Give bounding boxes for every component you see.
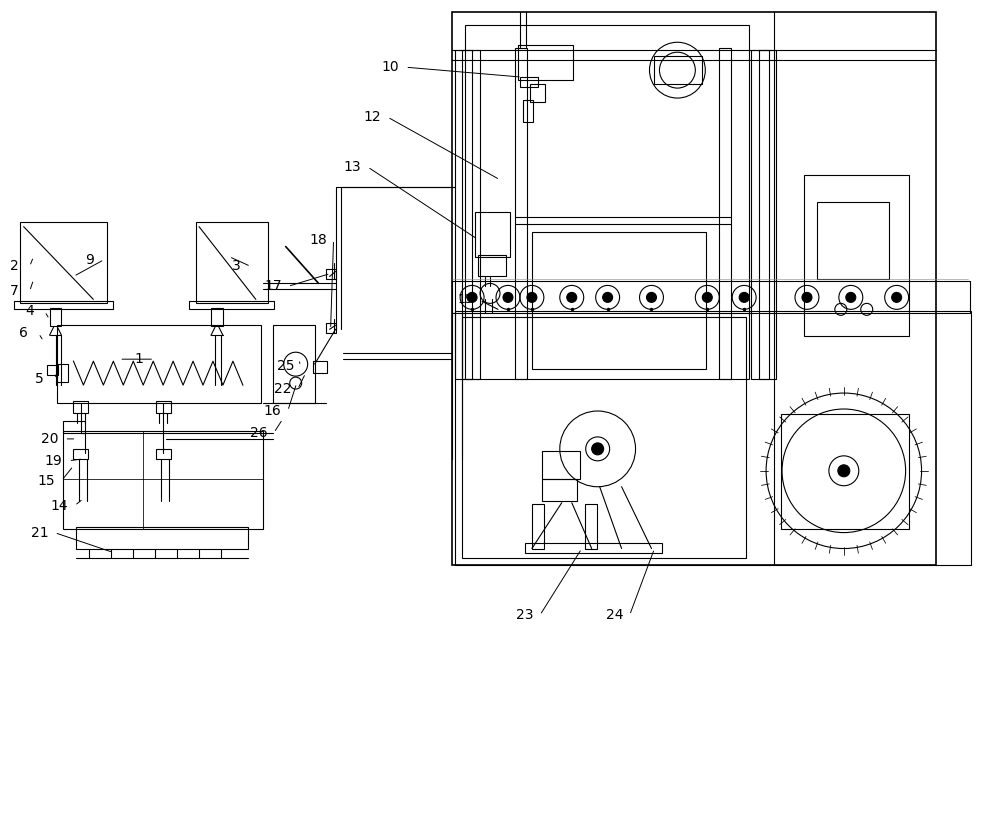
Bar xyxy=(57,365,68,382)
Bar xyxy=(455,311,971,566)
Bar xyxy=(156,449,171,459)
Circle shape xyxy=(892,292,902,302)
Text: 19: 19 xyxy=(45,454,62,468)
Bar xyxy=(654,56,702,84)
Bar xyxy=(73,449,88,459)
Circle shape xyxy=(603,292,613,302)
Text: 14: 14 xyxy=(51,498,68,512)
Bar xyxy=(478,255,506,277)
Bar xyxy=(751,50,776,379)
Bar xyxy=(47,365,58,375)
Text: 2: 2 xyxy=(10,259,19,273)
Circle shape xyxy=(503,292,513,302)
Bar xyxy=(14,301,113,310)
Bar xyxy=(542,479,577,501)
Bar xyxy=(189,301,274,310)
Bar xyxy=(452,282,970,314)
Bar xyxy=(156,401,171,413)
Text: 26: 26 xyxy=(250,426,268,440)
Bar xyxy=(50,309,61,326)
Bar xyxy=(273,325,315,403)
Text: 15: 15 xyxy=(38,474,55,488)
Text: 20: 20 xyxy=(41,432,58,446)
Bar xyxy=(57,325,261,403)
Text: 24: 24 xyxy=(606,608,623,622)
Text: 3: 3 xyxy=(232,259,240,273)
Text: 5: 5 xyxy=(35,372,44,386)
Bar xyxy=(326,323,336,333)
Circle shape xyxy=(846,292,856,302)
Bar xyxy=(452,12,936,566)
Text: 18: 18 xyxy=(310,232,327,246)
Text: 7: 7 xyxy=(10,284,19,298)
Bar xyxy=(518,45,573,80)
Bar xyxy=(63,431,263,529)
Text: 13: 13 xyxy=(344,160,361,174)
Text: 4: 4 xyxy=(25,305,34,319)
Bar xyxy=(804,175,909,337)
Bar xyxy=(523,100,533,122)
Text: 22: 22 xyxy=(274,382,291,396)
Text: 21: 21 xyxy=(31,525,48,539)
Text: 10: 10 xyxy=(382,60,399,74)
Bar xyxy=(530,84,545,102)
Bar xyxy=(462,50,472,379)
Bar xyxy=(525,543,662,553)
Bar xyxy=(585,504,597,548)
Text: 6: 6 xyxy=(19,326,28,340)
Bar xyxy=(817,202,889,279)
Circle shape xyxy=(567,292,577,302)
Circle shape xyxy=(739,292,749,302)
Circle shape xyxy=(592,443,604,455)
Bar xyxy=(20,222,107,304)
Bar xyxy=(326,269,336,279)
Bar xyxy=(196,222,268,304)
Bar xyxy=(719,48,731,379)
Circle shape xyxy=(838,465,850,477)
Text: 23: 23 xyxy=(516,608,534,622)
Bar xyxy=(759,50,769,379)
Bar xyxy=(465,25,749,379)
Circle shape xyxy=(527,292,537,302)
Circle shape xyxy=(702,292,712,302)
Bar xyxy=(532,504,544,548)
Bar xyxy=(211,309,223,326)
Text: 12: 12 xyxy=(364,110,381,124)
Bar xyxy=(455,50,480,379)
Circle shape xyxy=(647,292,656,302)
Bar xyxy=(76,526,248,548)
Bar xyxy=(781,414,909,529)
Bar xyxy=(73,401,88,413)
Bar xyxy=(462,317,746,558)
Bar xyxy=(313,361,327,373)
Bar xyxy=(520,77,538,87)
Bar xyxy=(532,232,706,369)
Circle shape xyxy=(802,292,812,302)
Text: 17: 17 xyxy=(264,279,282,293)
Text: 1: 1 xyxy=(135,352,144,366)
Text: 25: 25 xyxy=(277,359,294,374)
Circle shape xyxy=(467,292,477,302)
Bar xyxy=(475,212,510,256)
Bar xyxy=(542,451,580,479)
Text: 16: 16 xyxy=(264,404,282,418)
Text: 9: 9 xyxy=(85,253,94,267)
Bar xyxy=(63,421,85,433)
Bar xyxy=(515,48,527,379)
Text: 15: 15 xyxy=(458,293,474,306)
